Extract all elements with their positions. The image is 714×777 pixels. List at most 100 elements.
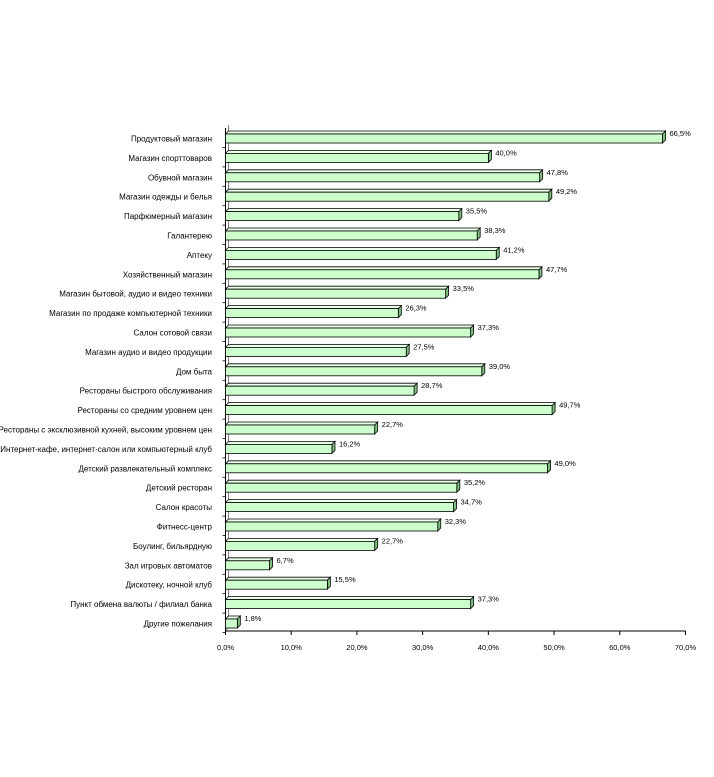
category-label: Детский ресторан xyxy=(146,484,212,493)
bar-top-face xyxy=(224,421,379,426)
bar-front-face xyxy=(225,211,460,222)
bar xyxy=(224,615,242,629)
value-label: 28,7% xyxy=(421,381,443,390)
value-label: 41,2% xyxy=(503,245,525,254)
bar-top-face xyxy=(224,460,552,465)
bar xyxy=(224,304,403,319)
bar-front-face xyxy=(225,443,333,454)
bar-top-face xyxy=(224,246,501,251)
bar-front-face xyxy=(225,308,399,319)
value-label: 49,0% xyxy=(555,459,577,468)
category-label: Рестораны со средним уровнем цен xyxy=(77,406,212,415)
bar-front-face xyxy=(225,249,497,260)
value-label: 33,5% xyxy=(453,284,475,293)
bar xyxy=(224,207,463,222)
value-label: 49,7% xyxy=(559,401,581,410)
category-label: Аптеку xyxy=(187,251,212,260)
value-label: 22,7% xyxy=(382,536,404,545)
x-tick-labels: 0,0% 10,0% 20,0% 30,0% 40,0% 50,0% 60,0% 70,0% xyxy=(217,643,697,652)
category-label: Фитнесс-центр xyxy=(157,523,213,532)
category-label: Обувной магазин xyxy=(148,173,212,182)
bar xyxy=(224,595,475,610)
category-label: Хозяйственный магазин xyxy=(123,270,212,279)
category-label: Салон сотовой связи xyxy=(134,329,212,338)
value-label: 6,7% xyxy=(277,556,294,565)
bar-top-face xyxy=(224,188,553,193)
bar-top-face xyxy=(224,149,493,154)
bar-top-face xyxy=(224,324,475,329)
bar-top-face xyxy=(224,479,461,484)
bar-top-face xyxy=(224,440,336,445)
bar-front-face xyxy=(225,385,415,396)
category-label: Магазин по продаже компьютерной техники xyxy=(49,309,212,318)
bar-front-face xyxy=(225,288,447,299)
bar-top-face xyxy=(224,382,419,387)
value-label: 47,7% xyxy=(546,265,568,274)
value-label: 1,8% xyxy=(244,614,261,623)
bar-front-face xyxy=(225,599,472,609)
bar-top-face xyxy=(224,285,450,290)
bar xyxy=(224,576,332,591)
bar xyxy=(224,401,557,416)
bar-front-face xyxy=(225,482,458,493)
category-label: Магазин спорттоваров xyxy=(128,154,212,163)
bar xyxy=(224,479,461,494)
x-tick-label: 50,0% xyxy=(543,643,565,652)
x-tick-label: 30,0% xyxy=(412,643,434,652)
bar-front-face xyxy=(225,463,548,474)
value-labels: 66,5% 40,0% 47,8% 49,2% 35,5% 38,3% 41,2% 47,7%… xyxy=(244,129,691,623)
bar xyxy=(224,130,667,144)
category-label: Рестораны быстрого обслуживания xyxy=(80,387,212,396)
bar-front-face xyxy=(225,560,270,571)
bar xyxy=(224,285,450,300)
bar-front-face xyxy=(225,521,439,532)
bar xyxy=(224,556,274,571)
bar-top-face xyxy=(224,227,482,232)
bar-top-face xyxy=(224,305,403,310)
bar-front-face xyxy=(225,327,472,338)
x-tick-label: 40,0% xyxy=(478,643,500,652)
bar xyxy=(224,168,544,183)
bar-top-face xyxy=(224,499,458,504)
category-label: Боулинг, бильярдную xyxy=(133,542,212,551)
bar xyxy=(224,265,543,280)
bar xyxy=(224,324,475,338)
bar xyxy=(224,246,501,261)
value-label: 16,2% xyxy=(339,439,361,448)
axis-corner-line xyxy=(225,627,229,632)
bar-top-face xyxy=(224,363,486,368)
category-label: Дом быта xyxy=(176,367,213,376)
bar xyxy=(224,440,336,455)
bar xyxy=(224,537,379,552)
x-tick-label: 0,0% xyxy=(217,643,234,652)
bar-front-face xyxy=(225,191,550,202)
category-label: Пункт обмена валюты / филиал банка xyxy=(70,600,212,609)
bar-top-face xyxy=(224,402,557,407)
bar-front-face xyxy=(225,133,663,144)
x-tick-label: 70,0% xyxy=(675,643,697,652)
bar-front-face xyxy=(225,579,328,590)
bar-front-face xyxy=(225,366,483,377)
value-label: 27,5% xyxy=(413,342,435,351)
value-label: 35,2% xyxy=(464,478,486,487)
category-label: Интернет-кафе, интернет-салон или компью… xyxy=(0,445,212,454)
value-label: 22,7% xyxy=(382,420,404,429)
bar-top-face xyxy=(224,518,442,523)
bar-front-face xyxy=(225,172,541,183)
bar-front-face xyxy=(225,405,553,416)
bars xyxy=(224,130,667,629)
category-label: Магазин бытовой, аудио и видео техники xyxy=(59,290,212,299)
bar xyxy=(224,498,458,513)
x-tick-label: 60,0% xyxy=(609,643,631,652)
category-label: Зал игровых автоматов xyxy=(125,561,212,570)
value-label: 34,7% xyxy=(461,498,483,507)
category-label: Салон красоты xyxy=(156,503,213,512)
value-label: 38,3% xyxy=(484,226,506,235)
bar-front-face xyxy=(225,424,376,435)
bar-top-face xyxy=(224,343,411,348)
category-labels: Продуктовый магазин Магазин спорттоваров О… xyxy=(0,135,213,629)
category-label: Другие пожелания xyxy=(144,620,212,629)
bar xyxy=(224,518,442,532)
bar xyxy=(224,459,552,474)
